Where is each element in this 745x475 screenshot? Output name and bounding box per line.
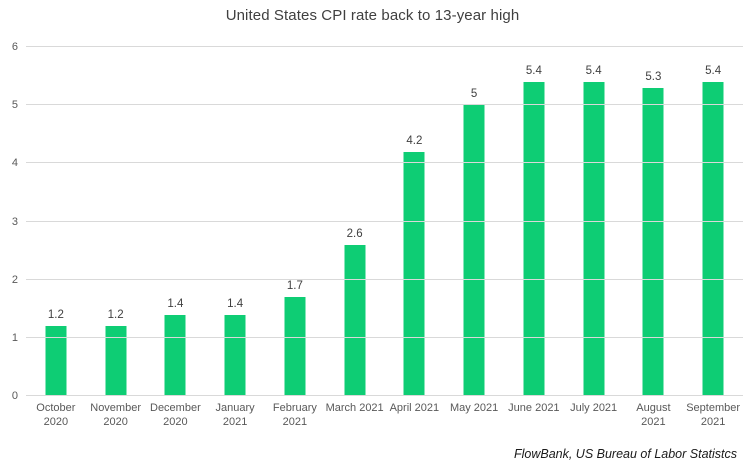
chart-title: United States CPI rate back to 13-year h…: [225, 7, 520, 24]
plot-area: 1.2 1.2 1.4 1.4 1.7 2.6 4.2 5 5.4 5.4 5.3 5.4: [26, 46, 743, 396]
x-tick-slot: June 2021: [504, 401, 564, 429]
x-tick-slot: April 2021: [385, 401, 445, 429]
y-tick-label: 2: [11, 273, 18, 286]
bar-value-label: 5.4: [705, 64, 722, 77]
y-axis: 0 1 2 3 4 5 6: [0, 41, 20, 402]
bar-value-label: 1.4: [227, 297, 244, 310]
bar: [642, 87, 664, 396]
gridline: [26, 278, 743, 280]
bar-slot: 2.6: [325, 47, 385, 396]
bar-slot: 5.4: [564, 47, 624, 396]
x-tick-slot: September 2021: [683, 401, 743, 429]
bar-value-label: 2.6: [346, 227, 363, 240]
gridline: [26, 395, 743, 396]
bar-slot: 1.2: [86, 47, 146, 396]
x-tick-label: August 2021: [636, 402, 671, 428]
bar-slots: 1.2 1.2 1.4 1.4 1.7 2.6 4.2 5 5.4 5.4 5.3 5.4: [26, 47, 743, 396]
x-tick-label: March 2021: [325, 402, 384, 414]
gridline: [26, 104, 743, 106]
x-tick-slot: August 2021: [624, 401, 684, 429]
y-tick-label: 0: [11, 390, 18, 402]
gridline: [26, 336, 743, 338]
x-tick-label: December 2020: [150, 402, 201, 428]
bar-slot: 5.3: [624, 47, 684, 396]
bar-slot: 5.4: [504, 47, 564, 396]
x-tick-label: September 2021: [686, 402, 741, 428]
x-axis: October 2020 November 2020 December 2020 Ja…: [26, 401, 743, 429]
x-tick-slot: March 2021: [325, 401, 385, 429]
bar: [523, 81, 545, 396]
bar-value-label: 5.4: [585, 64, 602, 77]
bar: [224, 314, 246, 396]
bar-slot: 4.2: [385, 47, 445, 396]
x-tick-slot: July 2021: [564, 401, 624, 429]
y-tick-label: 5: [11, 99, 18, 112]
gridline: [26, 46, 743, 47]
x-tick-slot: October 2020: [26, 401, 86, 429]
bar-value-label: 1.2: [107, 309, 124, 322]
bar-slot: 1.4: [146, 47, 206, 396]
y-tick-label: 4: [11, 157, 18, 170]
bar-slot: 5: [444, 47, 504, 396]
bar: [344, 244, 366, 396]
bar: [105, 326, 127, 396]
bar: [164, 314, 186, 396]
x-tick-slot: November 2020: [86, 401, 146, 429]
gridline: [26, 220, 743, 222]
x-tick-slot: February 2021: [265, 401, 325, 429]
x-tick-slot: December 2020: [146, 401, 206, 429]
bar: [45, 326, 67, 396]
x-tick-label: July 2021: [570, 402, 618, 414]
bar-slot: 1.4: [205, 47, 265, 396]
bar: [284, 297, 306, 396]
bar-value-label: 4.2: [406, 134, 423, 147]
x-tick-label: February 2021: [272, 402, 317, 428]
gridline: [26, 162, 743, 164]
bar-slot: 1.7: [265, 47, 325, 396]
bar: [702, 81, 724, 396]
x-tick-label: November 2020: [90, 402, 141, 428]
x-tick-slot: January 2021: [205, 401, 265, 429]
bar: [583, 81, 605, 396]
x-tick-label: June 2021: [508, 402, 560, 414]
bar: [463, 105, 485, 396]
bar-value-label: 1.2: [47, 309, 64, 322]
bar-value-label: 1.4: [167, 297, 184, 310]
bar: [403, 151, 425, 396]
y-tick-label: 3: [11, 215, 18, 228]
x-tick-label: January 2021: [215, 402, 255, 428]
bar-value-label: 5.3: [645, 70, 662, 83]
x-tick-slot: May 2021: [444, 401, 504, 429]
bar-value-label: 5.4: [525, 64, 542, 77]
x-tick-label: October 2020: [36, 402, 76, 428]
source-attribution: FlowBank, US Bureau of Labor Statistcs: [513, 447, 737, 461]
x-tick-label: May 2021: [449, 402, 499, 414]
y-tick-label: 6: [11, 41, 18, 53]
bar-value-label: 1.7: [286, 280, 303, 293]
bar-slot: 5.4: [683, 47, 743, 396]
x-tick-label: April 2021: [389, 402, 440, 414]
y-tick-label: 1: [11, 331, 18, 344]
bar-slot: 1.2: [26, 47, 86, 396]
bar-value-label: 5: [470, 88, 478, 101]
